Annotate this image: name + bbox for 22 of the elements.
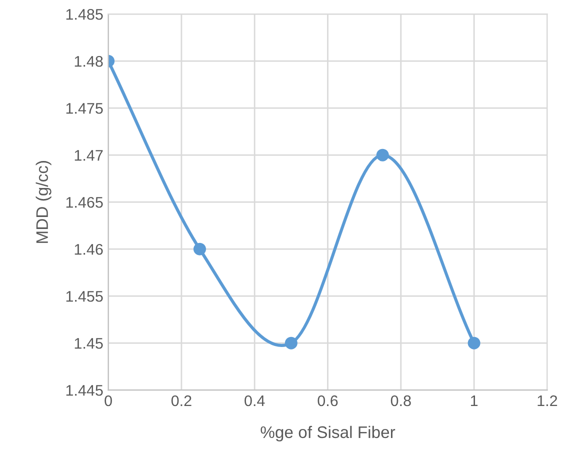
y-tick-label: 1.485: [66, 8, 103, 20]
x-tick-label: 0: [104, 395, 112, 406]
point: [468, 336, 480, 350]
x-tick-label: 1: [470, 396, 478, 406]
y-axis-title: MDD (g/cc): [36, 161, 52, 243]
x-tick-label: 0.6: [318, 395, 338, 406]
x-tick-label: 0.4: [244, 395, 265, 406]
y-tick-label: 1.455: [66, 291, 103, 302]
point: [376, 148, 389, 162]
y-tick-label: 1.45: [74, 338, 103, 349]
y-tick-label: 1.475: [66, 103, 103, 114]
y-tick-label: 1.465: [66, 196, 103, 208]
point: [193, 242, 206, 256]
y-tick-label: 1.48: [74, 56, 103, 67]
x-tick-label: 0.2: [171, 395, 192, 406]
x-tick-label: 1.2: [538, 395, 558, 406]
point: [284, 336, 298, 350]
x-tick-label: 0.8: [390, 395, 411, 406]
y-tick-label: 1.46: [74, 244, 103, 255]
y-tick-label: 1.445: [66, 385, 103, 396]
y-tick-label: 1.47: [74, 150, 103, 161]
x-axis-title: %ge of Sisal Fiber: [260, 426, 396, 442]
